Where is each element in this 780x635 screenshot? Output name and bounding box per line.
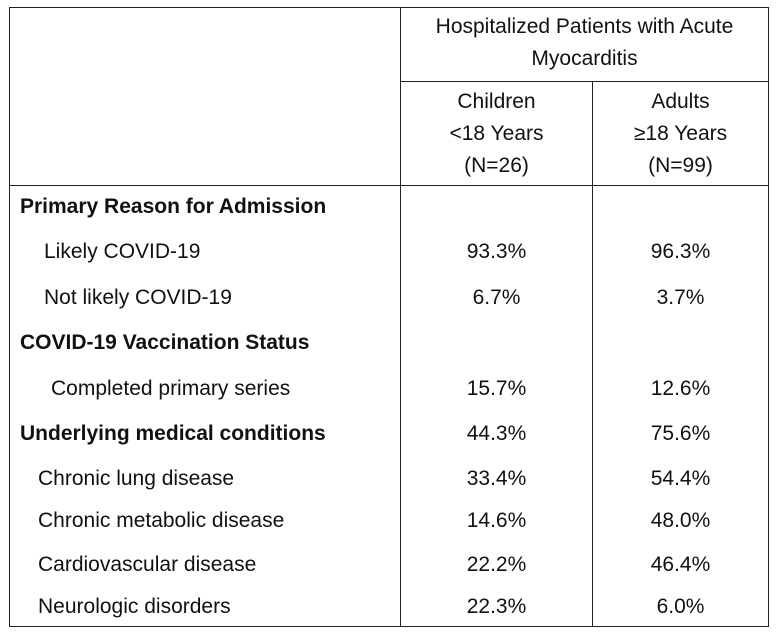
children-header-line1: Children xyxy=(457,90,536,113)
row-label-cardiovascular: Cardiovascular disease xyxy=(38,553,257,576)
adults-value-neurologic: 6.0% xyxy=(656,595,705,618)
myocarditis-table: Hospitalized Patients with Acute Myocard… xyxy=(9,7,769,627)
group-title-underline xyxy=(400,81,769,82)
adults-header-line3: (N=99) xyxy=(648,154,713,177)
children-value-completed-primary-series: 15.7% xyxy=(466,377,527,400)
adults-value-cardiovascular: 46.4% xyxy=(650,553,711,576)
adults-value-underlying-conditions: 75.6% xyxy=(650,422,711,445)
column-divider-groups xyxy=(592,81,593,627)
children-value-underlying-conditions: 44.3% xyxy=(466,422,527,445)
table-border-left xyxy=(9,7,10,627)
row-label-neurologic: Neurologic disorders xyxy=(38,595,231,618)
row-label-primary-reason: Primary Reason for Admission xyxy=(20,195,327,218)
row-label-not-likely-covid: Not likely COVID-19 xyxy=(44,286,232,309)
adults-header-line2: ≥18 Years xyxy=(633,122,728,145)
header-divider xyxy=(9,185,769,186)
row-label-likely-covid: Likely COVID-19 xyxy=(44,240,201,263)
adults-header-line1: Adults xyxy=(651,90,710,113)
children-header-line2: <18 Years xyxy=(449,122,544,145)
column-divider-label xyxy=(400,7,401,627)
children-header-line3: (N=26) xyxy=(464,154,529,177)
row-label-chronic-metabolic: Chronic metabolic disease xyxy=(38,509,285,532)
row-label-underlying-conditions: Underlying medical conditions xyxy=(20,422,326,445)
adults-value-completed-primary-series: 12.6% xyxy=(650,377,711,400)
group-title-line2: Myocarditis xyxy=(531,47,638,70)
children-value-likely-covid: 93.3% xyxy=(466,240,527,263)
children-value-cardiovascular: 22.2% xyxy=(466,553,527,576)
table-border-top xyxy=(9,7,769,8)
children-value-not-likely-covid: 6.7% xyxy=(472,286,521,309)
adults-value-likely-covid: 96.3% xyxy=(650,240,711,263)
row-label-chronic-lung: Chronic lung disease xyxy=(38,467,235,490)
row-label-completed-primary-series: Completed primary series xyxy=(51,377,291,400)
adults-value-not-likely-covid: 3.7% xyxy=(656,286,705,309)
group-title-line1: Hospitalized Patients with Acute xyxy=(435,15,734,38)
row-label-vaccination-status: COVID-19 Vaccination Status xyxy=(20,331,310,354)
children-value-chronic-metabolic: 14.6% xyxy=(466,509,527,532)
children-value-neurologic: 22.3% xyxy=(466,595,527,618)
children-value-chronic-lung: 33.4% xyxy=(466,467,527,490)
table-border-right xyxy=(768,7,769,627)
table-border-bottom xyxy=(9,626,769,627)
adults-value-chronic-metabolic: 48.0% xyxy=(650,509,711,532)
adults-value-chronic-lung: 54.4% xyxy=(650,467,711,490)
